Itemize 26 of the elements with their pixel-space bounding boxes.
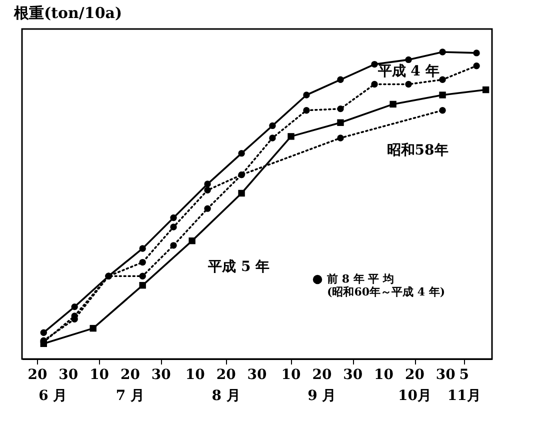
x-tick-label: 30 <box>343 367 363 383</box>
text: 11月 <box>447 388 481 404</box>
x-tick-label: 30 <box>58 367 78 383</box>
x-tick-label: 10 <box>374 367 394 383</box>
x-tick-label: 30 <box>247 367 267 383</box>
series-label: 昭和58年 <box>386 142 448 158</box>
text: 7 月 <box>116 388 145 404</box>
legend-label: 前 8 年 平 均 (昭和60年～平成 4 年) <box>326 272 446 298</box>
x-tick-label: 20 <box>404 367 425 383</box>
x-tick-label: 30 <box>151 367 172 383</box>
x-tick-label: 10 <box>281 367 302 383</box>
text: 9 月 <box>308 388 336 404</box>
series-label: 平成 5 年 <box>207 258 270 275</box>
text: 8 月 <box>212 388 240 404</box>
x-tick-label: 20 <box>312 367 332 383</box>
x-tick-label: 10 <box>90 367 110 383</box>
text: 6 月 <box>38 388 68 404</box>
text: 10月 <box>398 388 432 404</box>
x-tick-label: 10 <box>185 367 206 383</box>
y-axis-title: 根重(ton/10a) <box>13 4 122 22</box>
x-tick-label: 20 <box>216 367 236 383</box>
x-tick-label: 20 <box>28 367 48 383</box>
x-tick-label: 20 <box>120 367 140 383</box>
x-tick-label: 30 <box>436 367 456 383</box>
x-tick-label: 5 <box>459 367 470 383</box>
series-label: 平成 4 年 <box>376 63 440 80</box>
